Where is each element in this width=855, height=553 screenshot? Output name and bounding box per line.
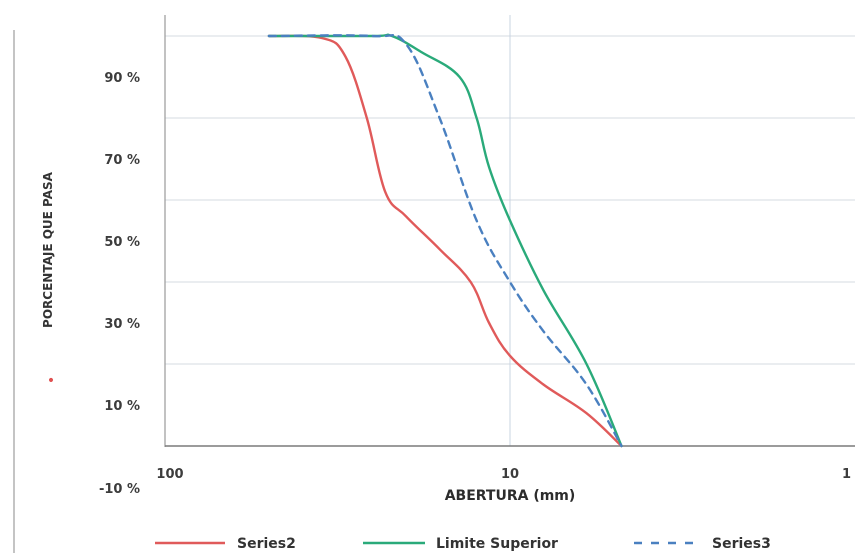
y-tick-label: 10 % <box>104 399 140 414</box>
x-axis-label: ABERTURA (mm) <box>445 488 576 504</box>
y-tick-label: 70 % <box>104 153 140 168</box>
axes <box>164 15 855 447</box>
x-tick-labels: 100 10 1 <box>156 467 851 482</box>
legend-label: Series3 <box>712 536 771 552</box>
y-tick-label: 90 % <box>104 71 140 86</box>
y-tick-labels: 90 % 70 % 50 % 30 % 10 % -10 % <box>99 71 140 497</box>
x-tick-label: 100 <box>156 467 183 482</box>
y-tick-label: -10 % <box>99 482 140 497</box>
x-tick-label: 1 <box>842 467 851 482</box>
y-axis-label: PORCENTAJE QUE PASA <box>41 171 55 328</box>
legend-label: Limite Superior <box>436 536 558 552</box>
series-lines <box>267 33 623 448</box>
y-tick-label: 30 % <box>104 317 140 332</box>
legend-label: Series2 <box>237 536 296 552</box>
side-marker: • <box>47 373 55 389</box>
legend: Series2 Limite Superior Series3 <box>155 536 771 552</box>
x-tick-label: 10 <box>501 467 519 482</box>
series-line-series3 <box>267 33 623 448</box>
gridlines <box>165 15 855 446</box>
series-line-series2 <box>267 34 623 448</box>
y-tick-label: 50 % <box>104 235 140 250</box>
series-line-limite-superior <box>267 33 623 448</box>
